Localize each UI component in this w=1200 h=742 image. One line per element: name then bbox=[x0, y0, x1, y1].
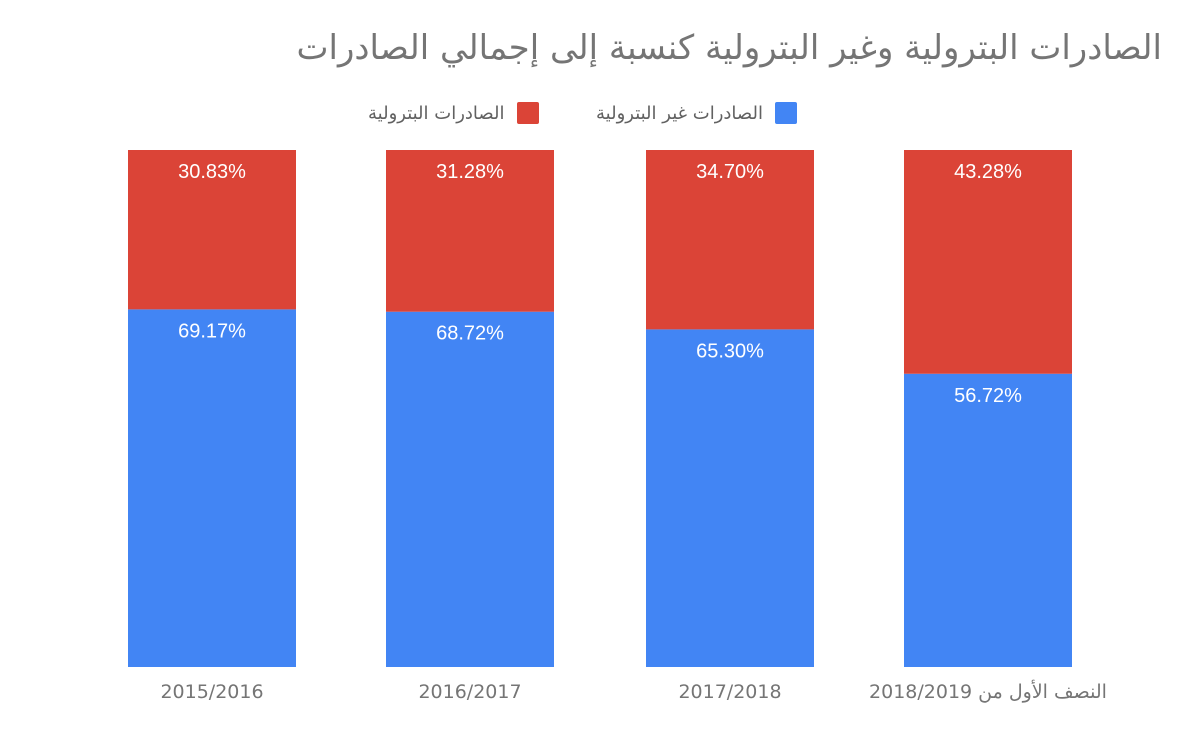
bar-petroleum-4 bbox=[904, 150, 1072, 374]
legend-item-non-petroleum: الصادرات غير البترولية bbox=[596, 98, 797, 128]
legend-label-petroleum: الصادرات البترولية bbox=[368, 102, 505, 124]
chart-title: الصادرات البترولية وغير البترولية كنسبة … bbox=[296, 28, 1163, 68]
bar-petroleum-2 bbox=[386, 150, 554, 312]
data-label-petroleum-3: 34.70% bbox=[696, 161, 764, 183]
data-label-petroleum-1: 30.83% bbox=[178, 161, 246, 183]
data-label-non-petroleum-4: 56.72% bbox=[954, 385, 1022, 407]
bar-non-petroleum-4 bbox=[904, 373, 1072, 667]
bar-petroleum-1 bbox=[128, 150, 296, 310]
legend-item-petroleum: الصادرات البترولية bbox=[368, 98, 539, 128]
bar-non-petroleum-1 bbox=[128, 309, 296, 667]
data-label-non-petroleum-2: 68.72% bbox=[436, 323, 504, 345]
x-tick-label-3: 2017/2018 bbox=[678, 681, 781, 703]
legend: الصادرات غير البترولية الصادرات البترولي… bbox=[360, 98, 840, 128]
x-tick-label-1: 2015/2016 bbox=[160, 681, 263, 703]
x-tick-label-2: 2016/2017 bbox=[418, 681, 521, 703]
legend-swatch-petroleum bbox=[516, 102, 539, 124]
data-label-petroleum-4: 43.28% bbox=[954, 161, 1022, 183]
data-label-non-petroleum-1: 69.17% bbox=[178, 320, 246, 342]
data-label-petroleum-2: 31.28% bbox=[436, 161, 504, 183]
bar-non-petroleum-3 bbox=[646, 329, 814, 667]
x-tick-label-4: النصف الأول من 2018/2019 bbox=[869, 680, 1107, 703]
data-label-non-petroleum-3: 65.30% bbox=[696, 340, 764, 362]
legend-label-non-petroleum: الصادرات غير البترولية bbox=[596, 102, 763, 124]
legend-swatch-non-petroleum bbox=[775, 102, 797, 124]
bar-non-petroleum-2 bbox=[386, 311, 554, 667]
bar-petroleum-3 bbox=[646, 150, 814, 330]
